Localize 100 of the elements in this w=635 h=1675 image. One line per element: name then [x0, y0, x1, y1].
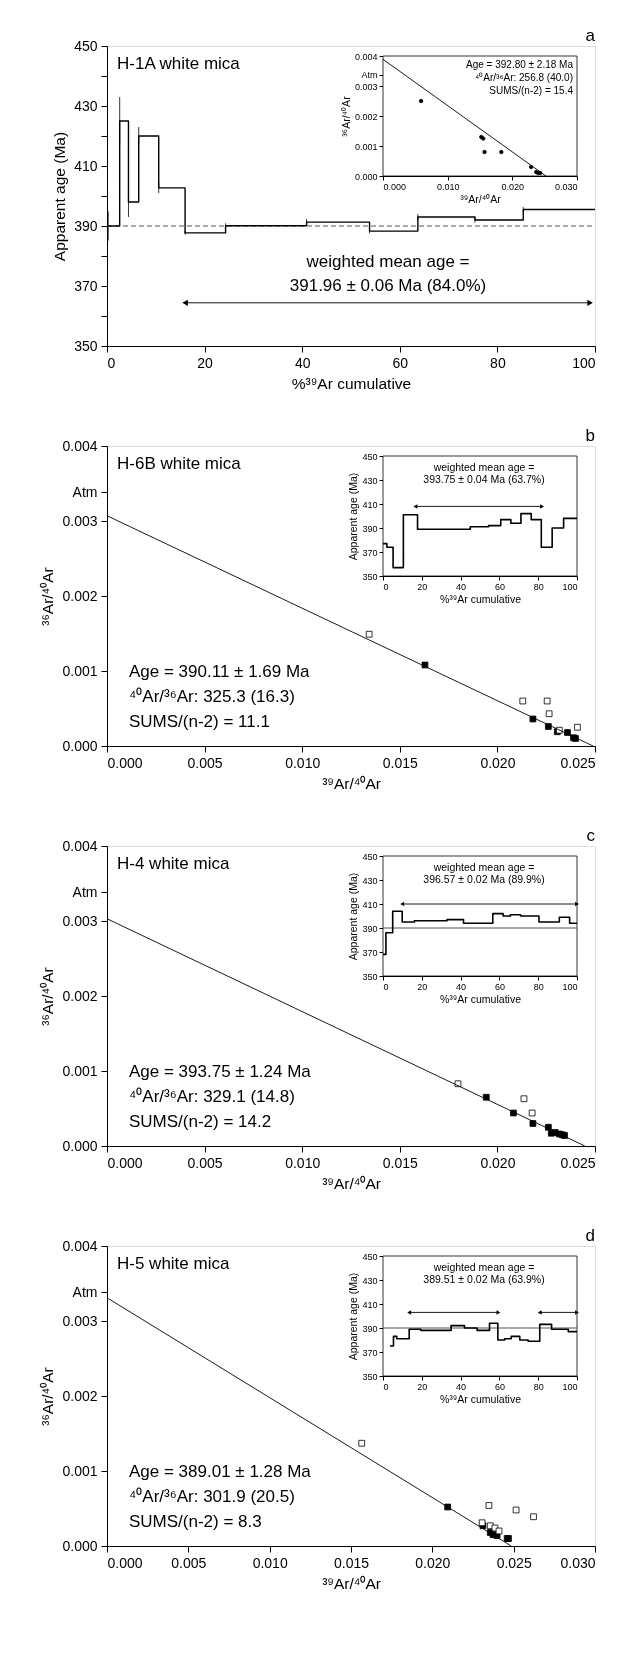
- y-tick-label: 370: [362, 947, 378, 958]
- y-tick-label: 0.004: [354, 51, 378, 62]
- y-tick-label: 0.002: [62, 587, 98, 604]
- x-tick-label: 0.010: [285, 1154, 321, 1171]
- y-axis-title: Apparent age (Ma): [347, 1272, 360, 1361]
- annotation: ⁴⁰Ar/³⁶Ar: 329.1 (14.8): [129, 1087, 295, 1106]
- y-tick-label: 0.003: [62, 912, 98, 929]
- x-tick-label: 20: [417, 981, 428, 992]
- x-tick-label: 80: [490, 354, 506, 371]
- x-tick-label: 100: [562, 1381, 578, 1392]
- y-tick-label: 430: [362, 475, 378, 486]
- y-tick-label: 370: [74, 277, 98, 294]
- y-tick-label: 350: [362, 971, 378, 982]
- x-tick-label: 20: [417, 1381, 428, 1392]
- x-tick-label: 0.030: [554, 181, 578, 192]
- y-tick-label: 410: [362, 899, 378, 910]
- x-tick-label: 80: [533, 981, 544, 992]
- x-tick-label: 60: [494, 981, 505, 992]
- x-tick-label: 40: [456, 1381, 467, 1392]
- y-tick-label: 430: [362, 1275, 378, 1286]
- x-tick-label: 0.005: [171, 1554, 207, 1571]
- annotation: weighted mean age =: [432, 1261, 535, 1273]
- y-tick-label: 450: [362, 1251, 378, 1262]
- x-axis-title: %³⁹Ar cumulative: [440, 592, 522, 605]
- x-tick-label: 100: [562, 981, 578, 992]
- y-axis-title: ³⁶Ar/⁴⁰Ar: [339, 95, 352, 137]
- x-tick-label: 0: [107, 354, 116, 371]
- x-tick-label: 60: [392, 354, 409, 371]
- x-axis-title: %³⁹Ar cumulative: [440, 992, 522, 1005]
- y-tick-label: 0.004: [62, 837, 98, 854]
- x-axis-title: %³⁹Ar cumulative: [440, 1392, 522, 1405]
- y-tick-label: 450: [74, 37, 98, 54]
- y-tick-label: 0.003: [354, 81, 378, 92]
- annotation: weighted mean age =: [432, 461, 535, 473]
- y-axis-title: ³⁶Ar/⁴⁰Ar: [39, 1367, 57, 1426]
- x-tick-label: 20: [197, 354, 214, 371]
- x-tick-label: 0.010: [252, 1554, 288, 1571]
- y-tick-label: Atm: [72, 484, 98, 500]
- x-tick-label: 0.005: [187, 1154, 223, 1171]
- y-tick-label: 350: [362, 571, 378, 582]
- y-tick-label: 390: [362, 1323, 378, 1334]
- y-tick-label: 0.001: [62, 1062, 98, 1079]
- text: c: [586, 826, 596, 845]
- x-tick-label: 0.010: [285, 754, 321, 771]
- annotation: ⁴⁰Ar/³⁶Ar: 256.8 (40.0): [474, 72, 573, 83]
- y-tick-label: Atm: [361, 70, 378, 81]
- annotation: SUMS/(n-2) = 11.1: [129, 712, 270, 731]
- y-tick-label: 390: [362, 523, 378, 534]
- x-tick-label: 40: [456, 581, 467, 592]
- y-axis-title: Apparent age (Ma): [347, 472, 360, 561]
- x-tick-label: 60: [494, 581, 505, 592]
- x-tick-label: 0.015: [382, 1154, 419, 1171]
- annotation: 391.96 ± 0.06 Ma (84.0%): [289, 276, 487, 295]
- y-tick-label: 410: [362, 1299, 378, 1310]
- x-tick-label: 0.020: [480, 754, 516, 771]
- x-tick-label: 0.025: [560, 754, 596, 771]
- y-tick-label: Atm: [72, 1284, 98, 1300]
- x-tick-label: 0.000: [107, 754, 143, 771]
- x-tick-label: 0.015: [382, 754, 419, 771]
- y-tick-label: 0.000: [62, 1537, 98, 1554]
- y-tick-label: 0.000: [354, 171, 378, 182]
- text: b: [585, 426, 595, 445]
- x-axis-title: %³⁹Ar cumulative: [291, 374, 412, 392]
- x-axis-title: ³⁹Ar/⁴⁰Ar: [322, 1174, 381, 1192]
- y-tick-label: 390: [362, 923, 378, 934]
- annotation: SUMS/(n-2) = 15.4: [489, 85, 574, 96]
- annotation: Age = 390.11 ± 1.69 Ma: [129, 662, 311, 681]
- text: d: [585, 1226, 595, 1245]
- y-tick-label: 370: [362, 1347, 378, 1358]
- x-tick-label: 0.000: [383, 181, 407, 192]
- y-tick-label: Atm: [72, 884, 98, 900]
- annotation: Age = 393.75 ± 1.24 Ma: [129, 1062, 312, 1081]
- y-axis-title: ³⁶Ar/⁴⁰Ar: [39, 967, 57, 1026]
- y-tick-label: 0.000: [62, 1137, 98, 1154]
- x-tick-label: 60: [494, 1381, 505, 1392]
- x-tick-label: 40: [294, 354, 311, 371]
- y-tick-label: 0.004: [62, 437, 98, 454]
- x-tick-label: 0.020: [501, 181, 525, 192]
- text: H-4 white mica: [117, 854, 230, 873]
- y-tick-label: 450: [362, 851, 378, 862]
- y-tick-label: 0.002: [62, 987, 98, 1004]
- y-tick-label: 0.002: [62, 1387, 98, 1404]
- y-axis-title: ³⁶Ar/⁴⁰Ar: [39, 567, 57, 626]
- y-tick-label: 0.000: [62, 737, 98, 754]
- y-axis-title: Apparent age (Ma): [51, 131, 69, 262]
- x-tick-label: 0.000: [107, 1154, 143, 1171]
- x-tick-label: 80: [533, 581, 544, 592]
- text: H-5 white mica: [117, 1254, 230, 1273]
- y-tick-label: 390: [74, 217, 98, 234]
- y-tick-label: 430: [362, 875, 378, 886]
- x-tick-label: 0.030: [560, 1554, 596, 1571]
- x-tick-label: 0.010: [436, 181, 460, 192]
- text: H-6B white mica: [117, 454, 242, 473]
- y-tick-label: 430: [74, 97, 98, 114]
- x-axis-title: ³⁹Ar/⁴⁰Ar: [322, 1574, 381, 1592]
- x-tick-label: 0.015: [333, 1554, 370, 1571]
- y-tick-label: 350: [74, 337, 98, 354]
- annotation: 396.57 ± 0.02 Ma (89.9%): [423, 873, 545, 885]
- text: a: [585, 26, 596, 45]
- annotation: 389.51 ± 0.02 Ma (63.9%): [423, 1273, 545, 1285]
